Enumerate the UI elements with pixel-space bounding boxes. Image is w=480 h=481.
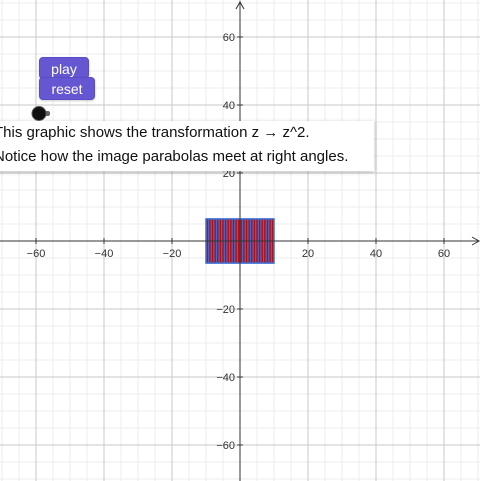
caption-text-box: This graphic shows the transformation z … [0, 121, 374, 171]
y-axis-arrow [235, 0, 245, 10]
y-tick-label: 20 [223, 168, 235, 180]
x-tick-label: 60 [438, 248, 450, 260]
y-tick-label: −60 [216, 440, 235, 452]
x-tick-label: −60 [27, 248, 46, 260]
play-button[interactable]: play [39, 57, 89, 79]
y-tick-label: 40 [223, 100, 235, 112]
x-tick-label: 20 [302, 248, 314, 260]
caption-line-2: Notice how the image parabolas meet at r… [0, 148, 349, 165]
x-tick-label: −40 [95, 248, 114, 260]
slider-handle-icon[interactable] [30, 104, 54, 124]
caption-line-1: This graphic shows the transformation z … [0, 124, 310, 141]
y-tick-label: −40 [216, 372, 235, 384]
tick-labels: −60 −40 −20 20 40 60 60 40 20 −20 −40 −60 [27, 32, 450, 452]
x-tick-label: −20 [163, 248, 182, 260]
y-tick-label: 60 [223, 32, 235, 44]
x-axis-arrow [471, 236, 480, 246]
x-tick-label: 40 [370, 248, 382, 260]
y-tick-label: −20 [216, 304, 235, 316]
reset-button[interactable]: reset [39, 77, 95, 100]
